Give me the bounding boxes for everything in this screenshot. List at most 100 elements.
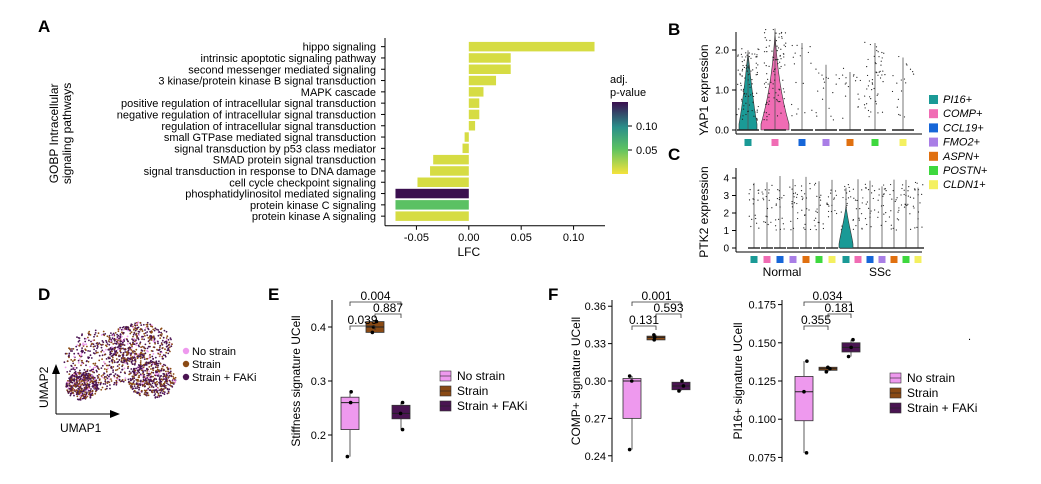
- cell-point: [755, 74, 757, 76]
- umap-point: [152, 336, 155, 339]
- umap-point: [131, 386, 134, 388]
- umap-point: [77, 376, 79, 378]
- umap-point: [155, 360, 158, 363]
- umap-point: [163, 373, 166, 376]
- umap-point: [105, 370, 108, 373]
- cell-point: [737, 54, 739, 56]
- cell-point: [876, 49, 878, 52]
- umap-point: [130, 352, 133, 354]
- umap-point: [80, 364, 82, 367]
- umap-point: [159, 337, 162, 339]
- cell-point: [869, 96, 871, 98]
- cell-point: [913, 207, 915, 209]
- umap-point: [98, 359, 101, 362]
- box-point: [681, 384, 686, 388]
- umap-point: [166, 339, 168, 341]
- panel-a-legend: adj. p-value 0.10 0.05: [610, 74, 657, 174]
- umap-point: [172, 383, 175, 385]
- cell-point: [770, 221, 772, 223]
- umap-point: [108, 378, 111, 381]
- umap-point: [120, 351, 122, 354]
- cell-point: [743, 66, 745, 69]
- umap-point: [124, 351, 127, 353]
- umap-point: [71, 348, 73, 350]
- cell-point: [752, 198, 754, 200]
- umap-point: [83, 337, 86, 340]
- umap-point: [95, 351, 98, 354]
- umap-point: [145, 380, 148, 383]
- umap-point: [160, 380, 163, 383]
- cell-point: [827, 216, 830, 218]
- legend-dot: [182, 360, 190, 368]
- cell-point: [758, 227, 760, 229]
- cell-point: [739, 74, 741, 76]
- cell-point: [854, 80, 857, 82]
- umap-point: [135, 348, 138, 351]
- cell-point: [756, 54, 758, 56]
- umap-point: [108, 364, 111, 367]
- cell-point: [782, 88, 785, 90]
- umap-point: [157, 352, 160, 355]
- cell-point: [767, 223, 769, 226]
- cell-point: [884, 74, 886, 76]
- cell-point: [791, 203, 793, 205]
- cell-point: [864, 107, 866, 109]
- umap-point: [133, 338, 136, 340]
- cell-point: [779, 55, 781, 57]
- cell-point: [767, 83, 769, 85]
- umap-point: [85, 380, 87, 383]
- cell-point: [864, 183, 866, 185]
- cell-point: [846, 192, 848, 194]
- umap-point: [166, 382, 168, 384]
- cell-point: [861, 202, 863, 204]
- umap-point: [156, 366, 159, 369]
- category-label: hippo signaling: [303, 42, 376, 54]
- umap-point: [106, 343, 109, 345]
- umap-point: [89, 391, 91, 394]
- umap-point: [164, 387, 167, 389]
- cell-point: [838, 77, 840, 80]
- cell-point: [905, 194, 907, 197]
- pvalue-bracket: [827, 313, 852, 318]
- cell-point: [764, 221, 767, 223]
- umap-point: [151, 391, 154, 394]
- umap-point: [122, 361, 124, 364]
- box-iqr: [622, 378, 642, 419]
- umap-point: [153, 394, 156, 397]
- umap-point: [133, 343, 135, 345]
- umap-point: [104, 380, 107, 383]
- umap-point: [90, 394, 92, 397]
- pvalue-label: 0.004: [360, 289, 390, 303]
- cell-point: [909, 228, 912, 230]
- cell-point: [870, 226, 872, 228]
- y-tick-label: 0.0: [715, 126, 729, 137]
- umap-point: [92, 343, 95, 346]
- umap-point: [158, 360, 160, 363]
- umap-point: [147, 361, 150, 364]
- cell-point: [756, 56, 758, 58]
- umap-point: [116, 376, 118, 379]
- umap-point: [95, 350, 97, 352]
- umap-point: [130, 379, 133, 381]
- cell-point: [882, 195, 884, 197]
- cell-point: [741, 48, 743, 50]
- umap-point: [77, 337, 80, 339]
- group-square: [842, 256, 850, 263]
- panel-b-violins: [736, 28, 915, 131]
- umap-point: [111, 361, 114, 364]
- cell-point: [808, 209, 810, 211]
- umap-point: [152, 380, 155, 382]
- cell-point: [844, 95, 847, 97]
- umap-point: [135, 341, 138, 344]
- cell-point: [817, 90, 819, 92]
- umap-point: [152, 353, 155, 355]
- cell-point: [736, 113, 738, 116]
- umap-point: [126, 362, 128, 364]
- x-tick-label: 0.00: [458, 232, 479, 244]
- umap-point: [149, 373, 152, 375]
- box-point: [851, 337, 855, 342]
- pvalue-label: 0.887: [373, 301, 403, 315]
- umap-point: [150, 325, 152, 327]
- cell-point: [865, 187, 867, 189]
